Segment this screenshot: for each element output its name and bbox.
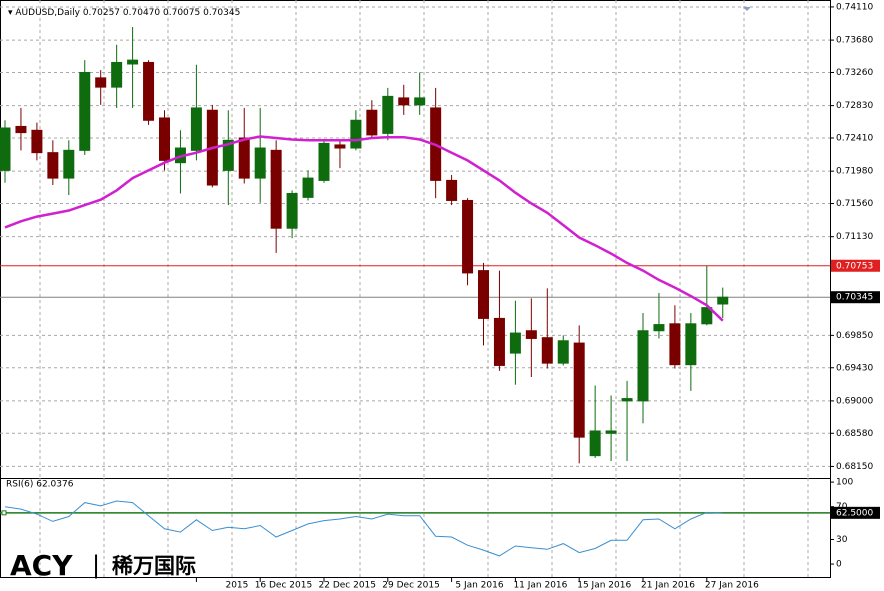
y-tick-label: 0.68580: [836, 429, 873, 439]
logo-sep: |: [92, 551, 100, 579]
y-tick-label: 0.71130: [836, 232, 873, 242]
y-tick-label: 0.72830: [836, 101, 873, 111]
ohlc-low: 0.70075: [163, 8, 200, 18]
plot-frame: [0, 0, 831, 578]
candle-body: [222, 139, 234, 171]
y-tick-label: 0.69430: [836, 363, 873, 373]
symbol: AUDUSD,Daily: [15, 8, 80, 18]
candle-body: [621, 398, 633, 402]
candle-body: [414, 97, 426, 106]
y-tick-label: 0.69000: [836, 396, 873, 406]
candle-body: [685, 323, 697, 366]
ohlc-close: 0.70345: [203, 8, 240, 18]
level-label: 0.70345: [836, 293, 873, 303]
candle-body: [557, 340, 569, 364]
y-tick-label: 0.72410: [836, 134, 873, 144]
candle-body: [302, 177, 314, 198]
y-tick-label: 0: [836, 560, 842, 570]
rsi-line: [4, 500, 723, 557]
candle-body: [318, 142, 330, 181]
x-tick-label: 21 Jan 2016: [641, 581, 695, 591]
candle-body: [143, 61, 155, 121]
candle-body: [111, 61, 123, 88]
candle-body: [717, 296, 729, 305]
ohlc-high: 0.70470: [123, 8, 160, 18]
candle-body: [493, 317, 505, 366]
x-tick-label: 5 Jan 2016: [455, 581, 503, 591]
x-tick-label: 2015: [225, 581, 248, 591]
candle-body: [382, 95, 394, 134]
candle-body: [31, 129, 43, 154]
logo: ACY | 稀万国际: [10, 549, 196, 582]
rsi-level-label-box: [831, 506, 880, 519]
candle-body: [190, 107, 202, 151]
candle-body: [0, 127, 11, 171]
y-tick-label: 100: [836, 478, 853, 488]
marks: [0, 26, 830, 557]
y-tick-label: 0.68150: [836, 462, 873, 472]
candle-body: [15, 125, 27, 134]
chart-title: ▾ AUDUSD,Daily 0.70257 0.70470 0.70075 0…: [8, 8, 240, 18]
candle-body: [525, 330, 537, 339]
scroll-marker: [743, 7, 751, 11]
rsi-level-label: 62.5000: [836, 508, 873, 518]
candle-body: [286, 193, 298, 229]
level-label: 0.70753: [836, 261, 873, 271]
candle-body: [637, 330, 649, 402]
ohlc-open: 0.70257: [83, 8, 120, 18]
candle-body: [63, 149, 75, 179]
candle-body: [127, 59, 139, 65]
y-tick-label: 30: [836, 535, 848, 545]
rsi-level-end: [1, 510, 7, 516]
candle-body: [509, 332, 521, 354]
candle-body: [270, 149, 282, 229]
y-tick-label: 0.73260: [836, 68, 873, 78]
candle-body: [573, 342, 585, 438]
x-tick-label: 22 Dec 2015: [319, 581, 377, 591]
level-label-box: [831, 291, 880, 304]
moving-average: [4, 135, 724, 322]
y-tick-label: 0.69850: [836, 331, 873, 341]
candle-body: [334, 144, 346, 149]
candle-body: [254, 147, 266, 179]
candle-body: [47, 152, 59, 179]
y-tick-label: 0.71980: [836, 167, 873, 177]
candle-body: [541, 337, 553, 364]
x-tick-label: 16 Dec 2015: [255, 581, 313, 591]
candle-body: [589, 430, 601, 457]
candle-body: [605, 430, 617, 434]
logo-brand: ACY: [10, 549, 73, 582]
logo-cn: 稀万国际: [112, 554, 196, 578]
candle-body: [238, 137, 250, 179]
x-tick-label: 11 Jan 2016: [513, 581, 567, 591]
candle-body: [79, 71, 91, 151]
candle-body: [159, 117, 170, 161]
x-tick-label: 27 Jan 2016: [705, 581, 759, 591]
rsi-title: RSI(6) 62.0376: [6, 480, 74, 490]
candle-body: [653, 324, 665, 332]
candle-body: [398, 97, 410, 106]
candle-body: [350, 119, 362, 149]
candle-body: [669, 323, 681, 366]
candle-body: [95, 77, 107, 88]
y-tick-label: 0.71560: [836, 199, 873, 209]
candle-body: [366, 109, 378, 136]
candle-body: [462, 199, 474, 274]
x-tick-label: 15 Jan 2016: [577, 581, 631, 591]
y-tick-label: 0.74110: [836, 2, 873, 12]
x-tick-label: 29 Dec 2015: [382, 581, 440, 591]
candle-body: [701, 307, 713, 325]
candle-body: [478, 270, 489, 319]
candle-body: [446, 179, 458, 201]
y-tick-label: 0.73680: [836, 36, 873, 46]
level-label-box: [831, 259, 880, 272]
